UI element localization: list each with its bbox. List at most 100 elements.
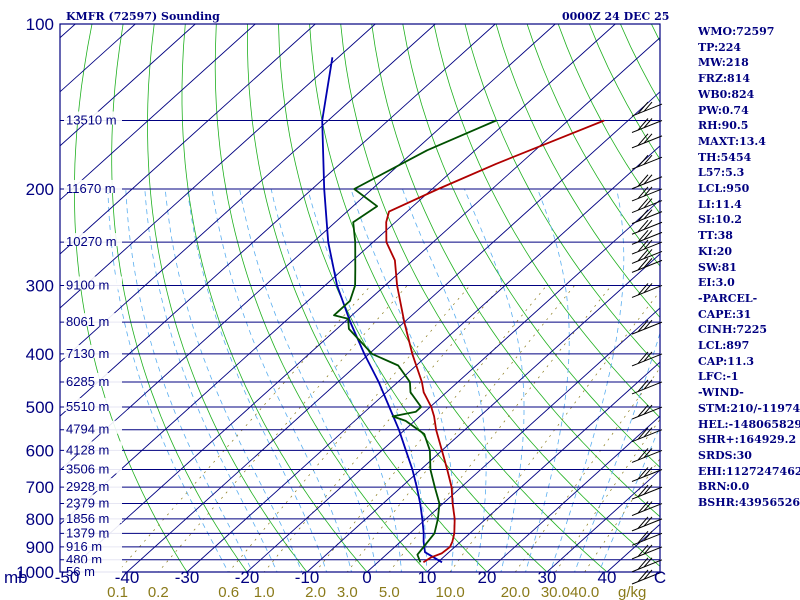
wind-barb bbox=[631, 379, 663, 395]
sounding-index-item: RH:90.5 bbox=[698, 119, 749, 133]
height-label-bg bbox=[64, 398, 122, 412]
moist-adiabat bbox=[211, 188, 352, 572]
isotherm bbox=[486, 415, 660, 572]
height-label-bg bbox=[64, 344, 122, 358]
moist-adiabat bbox=[307, 188, 427, 572]
height-label: 916 m bbox=[66, 539, 102, 554]
sounding-index-item: CAP:11.3 bbox=[698, 354, 755, 368]
mixing-ratio-line bbox=[584, 458, 660, 572]
dry-adiabat bbox=[464, 24, 660, 369]
height-label: 11670 m bbox=[66, 181, 116, 196]
pressure-tick-label: 400 bbox=[26, 345, 54, 364]
isotherm bbox=[60, 24, 556, 471]
height-label-bg bbox=[64, 509, 122, 523]
sounding-index-item: EI:3.0 bbox=[698, 276, 735, 290]
mixing-ratio-label: 0.6 bbox=[218, 584, 239, 600]
height-label: 2928 m bbox=[66, 479, 109, 494]
sounding-index-item: SW:81 bbox=[698, 260, 737, 274]
wind-barb bbox=[631, 501, 663, 516]
height-label-bg bbox=[64, 233, 122, 247]
sounding-index-item: KI:20 bbox=[698, 244, 733, 258]
mixing-ratio-label: 40.0 bbox=[570, 584, 599, 600]
sounding-index-item: BRN:0.0 bbox=[698, 480, 750, 494]
temperature-tick-label: 10 bbox=[418, 568, 437, 587]
sounding-index-item: L57:5.3 bbox=[698, 166, 745, 180]
sounding-index-item: TT:38 bbox=[698, 229, 733, 243]
height-label-bg bbox=[64, 550, 122, 564]
sounding-index-item: WB0:824 bbox=[698, 87, 755, 101]
pressure-tick-label: 1000 bbox=[16, 563, 54, 582]
wind-barb bbox=[631, 209, 663, 225]
mixing-ratio-label: 3.0 bbox=[337, 584, 358, 600]
mixing-ratio-label: 30.0 bbox=[541, 584, 570, 600]
moist-adiabat bbox=[574, 331, 660, 572]
temperature-profile-line bbox=[385, 119, 605, 564]
height-label-bg bbox=[64, 478, 122, 492]
wind-barb bbox=[631, 101, 663, 117]
wind-barb bbox=[631, 530, 663, 546]
temperature-tick-label: -10 bbox=[295, 568, 320, 587]
dewpoint-profile-line bbox=[333, 119, 497, 563]
height-label: 4128 m bbox=[66, 442, 109, 457]
sounding-index-item: FRZ:814 bbox=[698, 72, 751, 86]
sounding-index-item: SRDS:30 bbox=[698, 448, 752, 462]
height-label-bg bbox=[64, 563, 122, 576]
mixing-ratio-label: 20.0 bbox=[501, 584, 530, 600]
wind-barb bbox=[631, 484, 663, 500]
height-label: 13510 m bbox=[66, 112, 117, 127]
wind-barb bbox=[631, 467, 663, 482]
height-label-bg bbox=[64, 494, 122, 508]
wind-barb bbox=[631, 258, 663, 273]
sounding-index-item: WMO:72597 bbox=[698, 25, 775, 38]
mixing-ratio-label: 0.1 bbox=[107, 584, 128, 600]
wind-barb bbox=[631, 448, 663, 463]
mixing-ratio-line bbox=[346, 285, 575, 572]
wind-barb bbox=[631, 427, 663, 443]
temperature-unit-label: C bbox=[654, 568, 666, 587]
plot-frame bbox=[59, 23, 661, 573]
wind-barb bbox=[631, 404, 663, 420]
height-label-bg bbox=[64, 460, 122, 474]
sounding-index-item: -WIND- bbox=[698, 386, 744, 400]
moist-adiabat bbox=[239, 188, 377, 572]
wind-barb bbox=[631, 174, 663, 190]
valid-time: 0000Z 24 DEC 25 bbox=[562, 10, 669, 23]
pressure-tick-label: 300 bbox=[26, 276, 54, 295]
height-label-bg bbox=[64, 179, 122, 193]
wind-barb bbox=[631, 118, 663, 133]
wind-barb bbox=[631, 516, 663, 532]
sounding-index-item: CINH:7225 bbox=[698, 323, 768, 337]
sounding-index-item: LCL:950 bbox=[698, 182, 750, 196]
moist-adiabat bbox=[187, 188, 328, 572]
sounding-index-item: EHI:112724746240. bbox=[698, 464, 800, 478]
height-label: 6285 m bbox=[66, 374, 109, 389]
dry-adiabat bbox=[111, 24, 248, 572]
isotherm bbox=[60, 24, 496, 417]
height-label-bg bbox=[64, 313, 122, 327]
height-label: 3506 m bbox=[66, 461, 109, 476]
wind-barb bbox=[631, 351, 663, 367]
sounding-index-item: PW:0.74 bbox=[698, 103, 749, 117]
dry-adiabat bbox=[371, 24, 660, 518]
sounding-index-item: HEL:-14806582999 bbox=[698, 417, 800, 431]
temperature-tick-label: -40 bbox=[115, 568, 140, 587]
height-label-bg bbox=[64, 524, 122, 538]
height-label: 4794 m bbox=[66, 422, 109, 437]
wind-barb bbox=[631, 154, 663, 170]
temperature-tick-label: 30 bbox=[538, 568, 557, 587]
sounding-index-item: STM:210/-11974298 bbox=[698, 401, 800, 415]
wind-barb bbox=[631, 544, 663, 560]
pressure-axis-label: mb bbox=[4, 568, 28, 587]
wind-barb bbox=[631, 569, 663, 585]
mixing-ratio-label: 10.0 bbox=[436, 584, 465, 600]
moist-adiabat bbox=[107, 188, 229, 572]
wind-barb bbox=[631, 283, 663, 298]
moist-adiabat bbox=[525, 188, 570, 572]
pressure-tick-label: 200 bbox=[26, 180, 54, 199]
moist-adiabat bbox=[125, 188, 254, 572]
height-label: 7130 m bbox=[66, 346, 109, 361]
moist-adiabat bbox=[464, 188, 525, 572]
wind-barb bbox=[631, 186, 663, 202]
moist-adiabat bbox=[402, 188, 487, 572]
